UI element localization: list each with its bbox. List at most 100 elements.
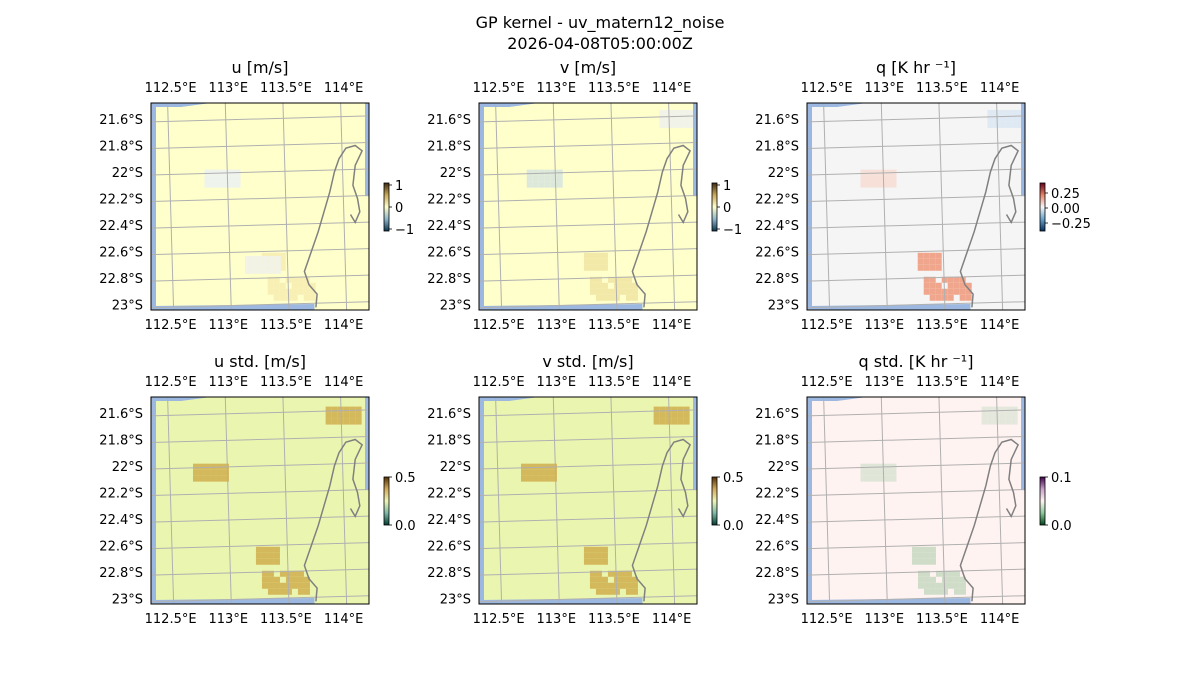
field-cell [261, 576, 268, 583]
field-cell [544, 469, 551, 476]
field-cell [965, 288, 972, 295]
parallel-line [479, 542, 697, 550]
field-cell [216, 175, 223, 182]
field-cell [198, 463, 205, 470]
x-tick-label-bottom: 113°E [865, 318, 905, 333]
field-cell [917, 570, 924, 577]
field-cell [1017, 109, 1024, 116]
meridian-line [495, 103, 503, 310]
field-cell [631, 582, 638, 589]
field-cell [303, 282, 310, 289]
field-cell [929, 576, 936, 583]
field-cell [866, 469, 873, 476]
field-cell [987, 406, 994, 413]
field-cell [625, 282, 632, 289]
field-cell [999, 406, 1006, 413]
y-tick-label: 22.6°S [99, 246, 143, 261]
parallel-line [151, 141, 369, 149]
x-tick-label-top: 113°E [537, 81, 577, 96]
field-cell [244, 261, 251, 268]
field-cell [999, 418, 1006, 425]
parallel-line [479, 248, 697, 256]
anomaly-patch [987, 109, 1024, 128]
field-cell [890, 175, 897, 182]
field-cell [878, 475, 885, 482]
field-cell [279, 582, 286, 589]
field-cell [532, 469, 539, 476]
parallel-line [479, 221, 697, 229]
field-cell [583, 252, 590, 259]
field-cell [262, 261, 269, 268]
x-tick-label-top: 114°E [652, 375, 692, 390]
field-cell [947, 282, 954, 289]
field-cell [279, 570, 286, 577]
parallel-line [807, 515, 1025, 523]
parallel-line [479, 515, 697, 523]
map-panel-6: q std. [K hr ⁻¹] 112.5°E 113°E 113.5°E 114°E… [755, 352, 1071, 627]
x-tick-label-bottom: 114°E [980, 612, 1020, 627]
y-tick-label: 22.6°S [99, 540, 143, 555]
field-cell [601, 252, 608, 259]
field-cell [589, 282, 596, 289]
field-cell [860, 181, 867, 188]
field-cell [303, 294, 310, 301]
field-cell [923, 552, 930, 559]
meridian-line [823, 103, 831, 310]
field-cell [291, 570, 298, 577]
field-cell [526, 169, 533, 176]
anomaly-patch [526, 169, 563, 188]
field-cell [268, 255, 275, 262]
field-cell [923, 576, 930, 583]
colorbar-bar [1039, 182, 1046, 232]
x-tick-label-bottom: 113.5°E [916, 612, 968, 627]
graticule [807, 103, 1025, 310]
field-cell [303, 588, 310, 595]
field-cell [917, 546, 924, 553]
field-cell [677, 406, 684, 413]
field-cell [619, 570, 626, 577]
y-tick-label: 21.6°S [755, 407, 799, 422]
field-cell [631, 294, 638, 301]
x-tick-label-bottom: 114°E [324, 318, 364, 333]
field-cell [993, 121, 1000, 128]
field-cell [526, 181, 533, 188]
field-cell [959, 588, 966, 595]
anomaly-patch [520, 463, 557, 482]
x-tick-label-bottom: 112.5°E [801, 612, 853, 627]
ocean-edge-south [479, 304, 643, 310]
field-cell [538, 463, 545, 470]
field-cell [583, 558, 590, 565]
field-cell [987, 115, 994, 122]
field-cell [607, 588, 614, 595]
y-tick-label: 22.8°S [427, 272, 471, 287]
field-cell [267, 288, 274, 295]
field-cell [619, 276, 626, 283]
ocean-edge-east [365, 103, 369, 197]
field-cell [659, 406, 666, 413]
field-cell [273, 252, 280, 259]
field-cell [923, 288, 930, 295]
panel-title: q std. [K hr ⁻¹] [859, 352, 974, 371]
field-cell [343, 406, 350, 413]
y-tick-label: 21.8°S [427, 433, 471, 448]
x-tick-label-bottom: 112.5°E [473, 612, 525, 627]
field-cell [601, 546, 608, 553]
anomaly-patch [583, 546, 638, 595]
field-cell [589, 258, 596, 265]
field-cell [860, 169, 867, 176]
field-cell [1017, 121, 1024, 128]
field-cell [349, 406, 356, 413]
x-tick-label-bottom: 113.5°E [260, 318, 312, 333]
field-cell [222, 475, 229, 482]
field-cell [923, 558, 930, 565]
field-cell [917, 576, 924, 583]
field-cell [619, 576, 626, 583]
colorbar-tick-label: 0.1 [1051, 471, 1072, 486]
y-tick-label: 22.6°S [755, 246, 799, 261]
parallel-line [151, 542, 369, 550]
parallel-line [479, 409, 697, 417]
field-cell [965, 294, 972, 301]
axes-frame [806, 396, 1026, 605]
field-cell [999, 115, 1006, 122]
field-cell [601, 552, 608, 559]
